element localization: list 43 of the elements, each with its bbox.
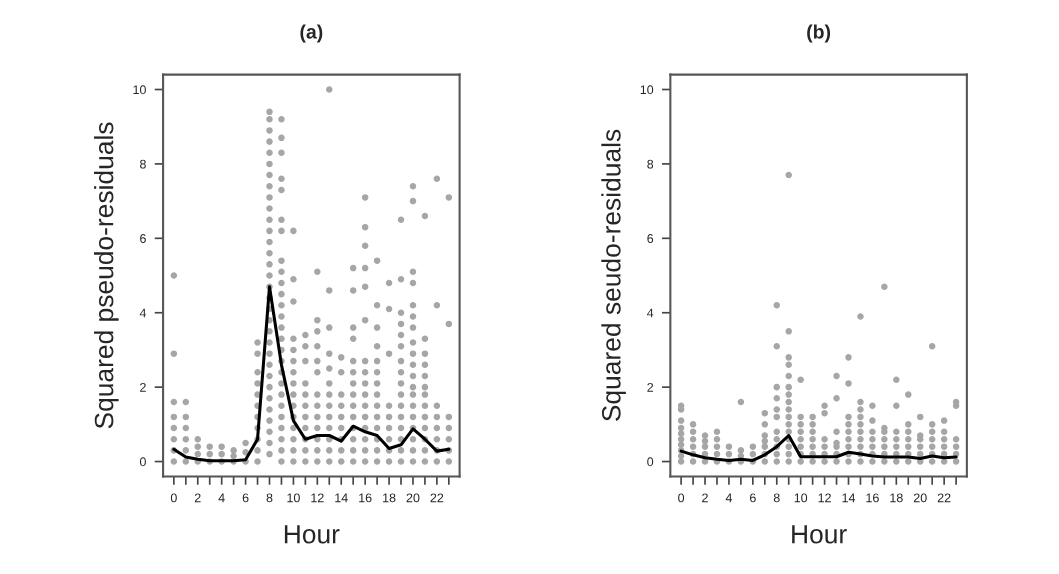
y-tick-label: 6 [140, 234, 146, 243]
x-tick-label: 12 [311, 493, 324, 503]
chart-title: (a) [300, 24, 323, 43]
x-tick-label: 6 [750, 493, 756, 503]
x-tick-label: 20 [913, 493, 927, 503]
x-tick-label: 4 [218, 493, 225, 503]
y-axis-title: Squared seudo-residuals [601, 129, 626, 422]
x-tick-label: 0 [678, 493, 685, 503]
x-tick-label: 16 [359, 493, 372, 503]
x-tick-label: 18 [383, 493, 396, 503]
y-axis-title: Squared pseudo-residuals [94, 122, 119, 429]
x-tick-label: 14 [842, 493, 856, 503]
x-tick-label: 22 [937, 493, 951, 503]
x-tick-label: 18 [890, 493, 903, 503]
x-tick-label: 22 [430, 493, 444, 503]
x-axis-title: Hour [284, 525, 340, 544]
y-tick-label: 2 [647, 382, 654, 392]
y-tick-label: 0 [647, 457, 654, 467]
chart-title: (b) [807, 24, 831, 43]
y-tick-label: 10 [640, 85, 654, 95]
x-tick-label: 16 [866, 493, 879, 503]
y-tick-label: 4 [647, 308, 654, 318]
x-tick-label: 4 [725, 493, 733, 503]
x-tick-label: 0 [170, 493, 177, 503]
x-tick-label: 12 [818, 493, 831, 503]
x-tick-label: 2 [702, 493, 708, 503]
x-tick-label: 8 [266, 493, 273, 503]
x-tick-label: 20 [406, 493, 420, 503]
x-tick-label: 8 [773, 493, 780, 503]
x-tick-label: 14 [335, 493, 348, 503]
x-tick-label: 10 [794, 493, 808, 503]
y-tick-label: 8 [140, 159, 146, 169]
y-tick-label: 0 [139, 457, 146, 467]
x-tick-label: 6 [242, 493, 249, 503]
x-tick-label: 10 [287, 493, 300, 503]
x-tick-label: 2 [194, 493, 201, 503]
y-tick-label: 4 [139, 308, 147, 318]
y-tick-label: 2 [140, 382, 146, 392]
y-tick-label: 6 [647, 234, 654, 243]
x-axis-title: Hour [792, 525, 847, 544]
line-series [172, 285, 451, 463]
y-tick-label: 10 [133, 85, 146, 95]
y-tick-label: 8 [647, 159, 654, 169]
